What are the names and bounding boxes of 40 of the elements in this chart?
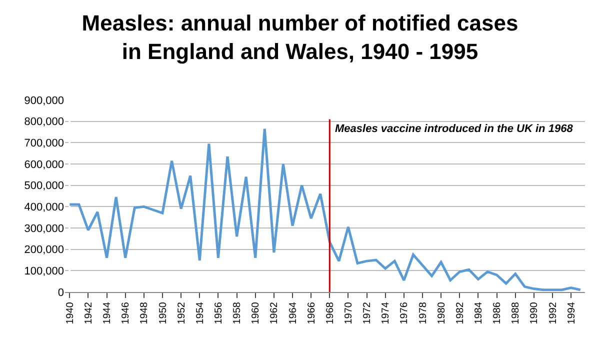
- x-tick-label: 1986: [492, 302, 504, 324]
- y-tick-label: 100,000: [24, 266, 64, 278]
- x-tick-label: 1988: [510, 302, 522, 324]
- x-tick-label: 1948: [139, 302, 150, 324]
- x-tick-label: 1956: [213, 302, 224, 324]
- x-tick-label: 1946: [120, 302, 132, 324]
- y-tick-label: 200,000: [24, 244, 64, 256]
- x-tick-label: 1982: [454, 302, 466, 324]
- y-tick-label: 600,000: [24, 158, 64, 171]
- x-tick-label: 1992: [548, 302, 559, 324]
- x-tick-label: 1994: [566, 302, 578, 324]
- x-tick-label: 1972: [362, 302, 374, 324]
- x-tick-label: 1960: [250, 302, 262, 324]
- y-tick-label: 500,000: [24, 180, 64, 192]
- x-tick-label: 1978: [418, 302, 429, 324]
- y-tick-label: 0: [58, 286, 64, 299]
- ref-line-label: Measles vaccine introduced in the UK in 1968: [335, 123, 574, 135]
- x-tick-label: 1964: [288, 302, 299, 324]
- x-tick-label: 1940: [64, 302, 76, 324]
- x-tick-label: 1958: [232, 302, 244, 324]
- x-tick-label: 1966: [306, 302, 318, 324]
- x-tick-label: 1942: [83, 302, 94, 324]
- chart-title: Measles: annual number of notified cases in England and Wales, 1940 - 1995: [82, 10, 518, 64]
- x-tick-label: 1952: [176, 302, 188, 324]
- y-tick-label: 400,000: [24, 202, 64, 214]
- x-tick-label: 1990: [529, 302, 540, 324]
- x-tick-label: 1950: [158, 302, 169, 324]
- x-tick-label: 1984: [473, 302, 484, 324]
- x-tick-label: 1968: [324, 302, 336, 324]
- x-tick-label: 1954: [194, 302, 206, 324]
- x-tick-label: 1974: [380, 302, 392, 324]
- x-tick-label: 1970: [343, 302, 354, 324]
- x-tick-label: 1980: [436, 302, 448, 324]
- y-tick-label: 800,000: [24, 116, 64, 128]
- x-tick-label: 1976: [399, 302, 410, 324]
- y-tick-label: 700,000: [24, 138, 64, 150]
- y-tick-label: 900,000: [24, 94, 64, 107]
- x-tick-label: 1944: [102, 302, 114, 324]
- y-tick-label: 300,000: [24, 222, 64, 235]
- x-tick-label: 1962: [269, 302, 280, 324]
